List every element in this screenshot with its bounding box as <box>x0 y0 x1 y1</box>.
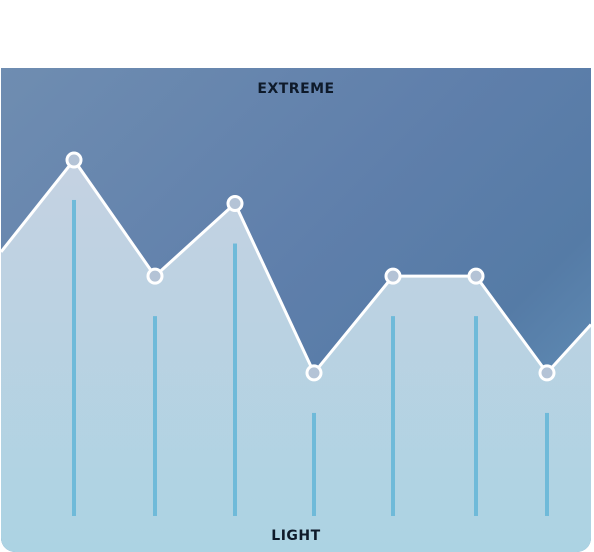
intensity-bar-6 <box>474 316 478 516</box>
area-fill <box>1 159 591 552</box>
point-marker-4 <box>305 364 323 382</box>
point-marker-6 <box>467 267 485 285</box>
intensity-bar-5 <box>391 316 395 516</box>
intensity-bar-2 <box>153 316 157 516</box>
markers-layer <box>65 151 556 382</box>
point-marker-7 <box>538 364 556 382</box>
intensity-chart <box>1 151 591 552</box>
area-fill-layer <box>1 159 591 552</box>
point-marker-1 <box>65 151 83 169</box>
intensity-bar-4 <box>312 412 316 516</box>
bars-layer <box>72 199 549 516</box>
point-marker-5 <box>384 267 402 285</box>
intensity-bar-3 <box>233 243 237 516</box>
intensity-bar-1 <box>72 199 76 516</box>
intensity-bar-7 <box>545 412 549 516</box>
top-scale-label: EXTREME <box>257 81 335 97</box>
bottom-scale-label: LIGHT <box>271 528 321 544</box>
point-marker-2 <box>146 267 164 285</box>
intensity-panel: EXTREME LIGHT <box>1 68 591 552</box>
point-marker-3 <box>226 195 244 213</box>
